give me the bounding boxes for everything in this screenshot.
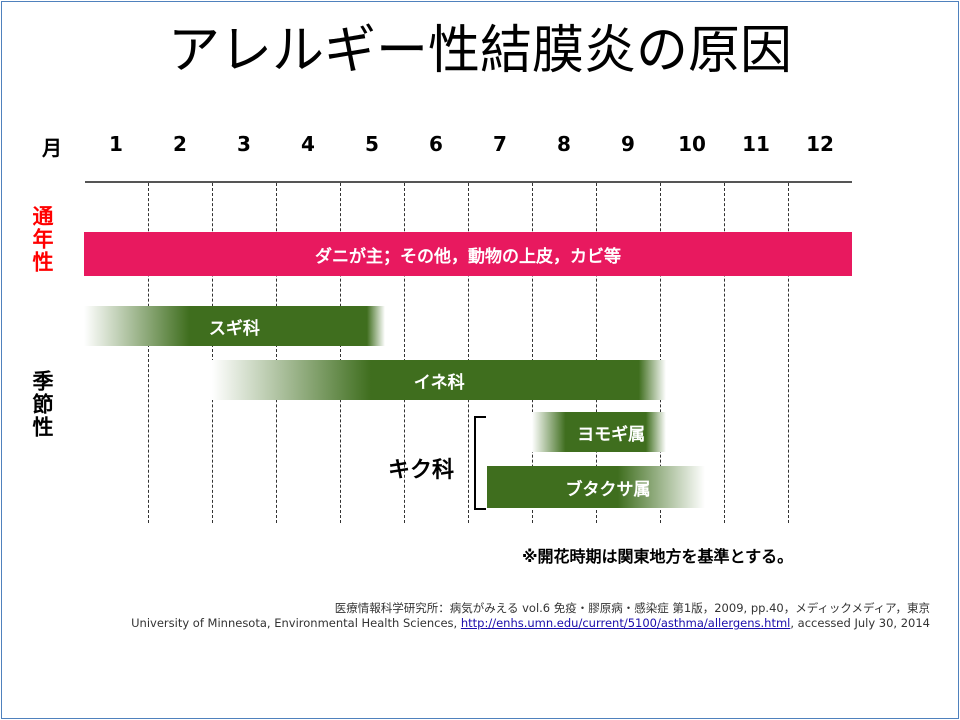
group-label-seasonal-text: 季節性 [30, 370, 54, 439]
month-gridline [596, 183, 597, 523]
month-tick-label: 4 [301, 132, 315, 156]
chart-bar-label: ダニが主；その他，動物の上皮，カビ等 [315, 246, 621, 267]
subgroup-bracket [474, 416, 486, 510]
axis-line [85, 181, 852, 183]
month-tick-label: 12 [806, 132, 834, 156]
subgroup-label: キク科 [388, 458, 455, 483]
chart-note: ※開花時期は関東地方を基準とする。 [522, 547, 794, 566]
group-label-perennial: 通年性 [30, 205, 54, 274]
chart-bar: ブタクサ属 [487, 466, 705, 508]
chart-bar-label: スギ科 [208, 318, 260, 339]
source-line-2: University of Minnesota, Environmental H… [131, 616, 930, 630]
group-label-seasonal: 季節性 [30, 370, 54, 439]
month-gridline [276, 183, 277, 523]
chart-bar-label: イネ科 [413, 372, 465, 393]
chart-bar-label: ヨモギ属 [577, 424, 646, 445]
month-tick-label: 1 [109, 132, 123, 156]
group-label-perennial-text: 通年性 [30, 205, 54, 274]
month-gridline [660, 183, 661, 523]
month-tick-label: 5 [365, 132, 379, 156]
axis-label: 月 [42, 136, 62, 160]
month-gridline [404, 183, 405, 523]
source-prefix: University of Minnesota, Environmental H… [131, 616, 461, 630]
month-tick-label: 3 [237, 132, 251, 156]
month-tick-label: 9 [621, 132, 635, 156]
source-line-1: 医療情報科学研究所：病気がみえる vol.6 免疫・膠原病・感染症 第1版，20… [334, 601, 930, 615]
chart-bar: ヨモギ属 [532, 412, 667, 452]
month-gridline [340, 183, 341, 523]
month-gridline [468, 183, 469, 523]
month-gridline [788, 183, 789, 523]
month-tick-label: 2 [173, 132, 187, 156]
month-tick-label: 10 [678, 132, 706, 156]
month-gridline [724, 183, 725, 523]
month-gridline [148, 183, 149, 523]
slide-title: アレルギー性結膜炎の原因 [167, 21, 792, 81]
source-link[interactable]: http://enhs.umn.edu/current/5100/asthma/… [460, 616, 791, 630]
month-tick-label: 6 [429, 132, 443, 156]
source-suffix: , accessed July 30, 2014 [790, 616, 930, 630]
month-gridline [532, 183, 533, 523]
month-gridline [212, 183, 213, 523]
chart-bar-label: ブタクサ属 [565, 479, 651, 500]
month-tick-label: 11 [742, 132, 770, 156]
month-tick-label: 8 [557, 132, 571, 156]
chart-bar: ダニが主；その他，動物の上皮，カビ等 [84, 232, 852, 276]
chart-bar: イネ科 [212, 360, 667, 400]
chart-bar: スギ科 [84, 306, 385, 346]
month-tick-label: 7 [493, 132, 507, 156]
